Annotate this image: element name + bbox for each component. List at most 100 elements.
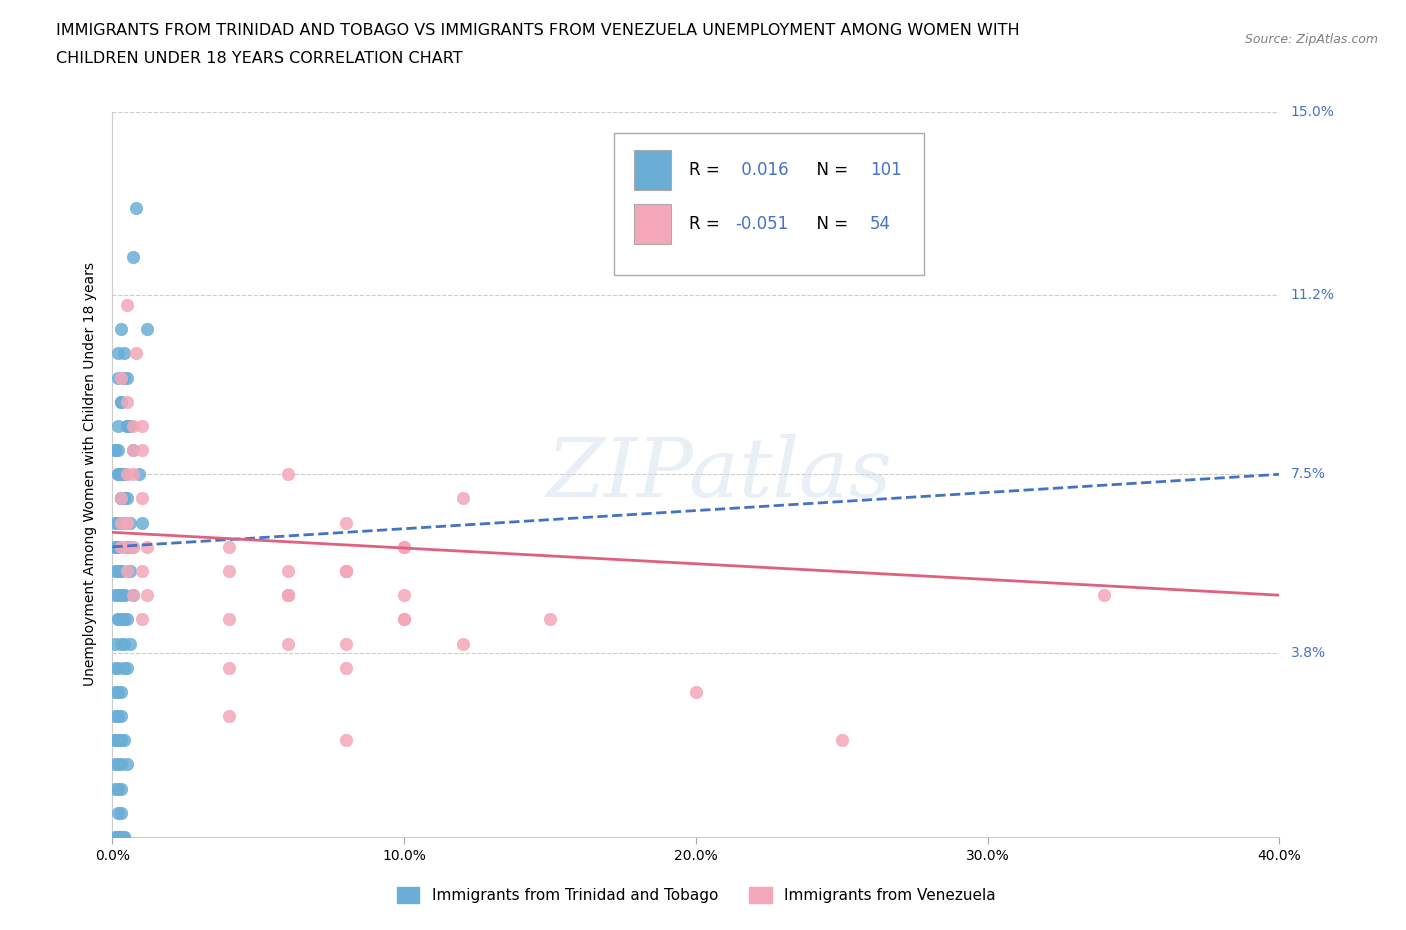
Point <box>107 564 129 578</box>
Text: R =: R = <box>689 161 725 179</box>
Point <box>110 636 132 651</box>
Point <box>122 588 145 603</box>
Text: 7.5%: 7.5% <box>1291 467 1326 482</box>
Point <box>112 515 135 530</box>
Point <box>131 515 153 530</box>
Point <box>104 443 127 458</box>
Point <box>110 757 132 772</box>
Point <box>131 564 153 578</box>
Point <box>115 539 138 554</box>
Point <box>451 491 474 506</box>
Point <box>112 588 135 603</box>
Point <box>115 515 138 530</box>
Point <box>335 564 357 578</box>
Point <box>335 660 357 675</box>
Point <box>394 539 416 554</box>
Point <box>107 709 129 724</box>
Point <box>131 612 153 627</box>
Point <box>122 418 145 433</box>
Point <box>107 515 129 530</box>
Point <box>218 539 240 554</box>
Point <box>110 564 132 578</box>
Point <box>107 418 129 433</box>
Point <box>104 588 127 603</box>
Point <box>110 709 132 724</box>
Point <box>115 515 138 530</box>
Point <box>104 539 127 554</box>
Point <box>276 588 298 603</box>
Point <box>110 394 132 409</box>
Point <box>104 733 127 748</box>
Text: N =: N = <box>806 161 853 179</box>
Point <box>685 684 707 699</box>
Point <box>115 418 138 433</box>
Point <box>110 491 132 506</box>
Point <box>131 491 153 506</box>
Point <box>107 346 129 361</box>
Point <box>110 830 132 844</box>
Point <box>335 564 357 578</box>
Text: R =: R = <box>689 215 725 233</box>
Point <box>335 733 357 748</box>
Point <box>110 564 132 578</box>
Point <box>112 830 135 844</box>
Point <box>451 636 474 651</box>
Point <box>107 830 129 844</box>
Point <box>276 588 298 603</box>
Point <box>115 564 138 578</box>
Point <box>115 370 138 385</box>
Point <box>122 588 145 603</box>
Point <box>115 515 138 530</box>
Point <box>115 467 138 482</box>
Point <box>104 564 127 578</box>
Point <box>335 515 357 530</box>
Text: -0.051: -0.051 <box>735 215 789 233</box>
Point <box>110 394 132 409</box>
Point <box>112 370 135 385</box>
Point <box>112 660 135 675</box>
Point <box>122 467 145 482</box>
Point <box>107 539 129 554</box>
Point <box>110 491 132 506</box>
Point <box>104 709 127 724</box>
Point <box>115 394 138 409</box>
Point <box>110 467 132 482</box>
Text: 101: 101 <box>870 161 901 179</box>
Point <box>122 539 145 554</box>
Point <box>107 660 129 675</box>
Point <box>104 830 127 844</box>
Point <box>112 467 135 482</box>
Point <box>110 612 132 627</box>
Point <box>107 612 129 627</box>
Point <box>104 684 127 699</box>
Point <box>115 757 138 772</box>
Point <box>110 322 132 337</box>
Text: 11.2%: 11.2% <box>1291 288 1334 302</box>
Point <box>107 805 129 820</box>
Point <box>115 539 138 554</box>
Point <box>218 564 240 578</box>
Point <box>112 612 135 627</box>
Point <box>107 684 129 699</box>
Point <box>107 370 129 385</box>
Point <box>136 322 159 337</box>
Point <box>118 515 141 530</box>
Point <box>118 636 141 651</box>
Point <box>110 491 132 506</box>
Point <box>115 491 138 506</box>
Point <box>104 443 127 458</box>
Point <box>831 733 853 748</box>
Point <box>125 201 148 216</box>
Point <box>276 636 298 651</box>
Point <box>110 370 132 385</box>
Point <box>218 709 240 724</box>
Point <box>104 515 127 530</box>
Point <box>118 418 141 433</box>
Point <box>107 757 129 772</box>
FancyBboxPatch shape <box>634 150 672 190</box>
Point <box>110 830 132 844</box>
Point <box>110 588 132 603</box>
Point <box>122 249 145 264</box>
Point <box>110 781 132 796</box>
Text: IMMIGRANTS FROM TRINIDAD AND TOBAGO VS IMMIGRANTS FROM VENEZUELA UNEMPLOYMENT AM: IMMIGRANTS FROM TRINIDAD AND TOBAGO VS I… <box>56 23 1019 38</box>
